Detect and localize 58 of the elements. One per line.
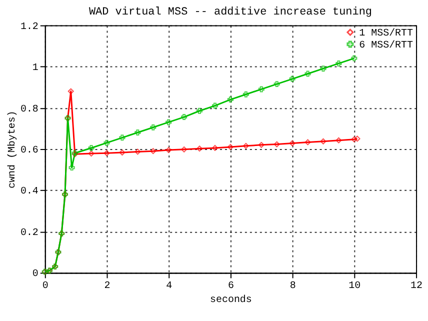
point bbox=[150, 148, 156, 154]
point bbox=[119, 134, 126, 141]
y-tick-label: 0 bbox=[32, 268, 38, 280]
y-tick-label: 1 bbox=[32, 62, 38, 74]
point bbox=[227, 96, 234, 103]
point bbox=[196, 146, 203, 152]
point bbox=[166, 119, 172, 126]
point bbox=[134, 130, 141, 136]
point bbox=[68, 88, 74, 94]
point bbox=[304, 70, 311, 77]
point bbox=[274, 81, 280, 88]
point bbox=[320, 138, 326, 144]
point bbox=[351, 55, 358, 62]
y-axis-title: cwnd (Mbytes) bbox=[6, 110, 18, 188]
point bbox=[336, 137, 342, 144]
x-tick-label: 4 bbox=[166, 280, 172, 292]
point bbox=[150, 124, 156, 130]
point bbox=[212, 102, 218, 109]
x-tick-label: 2 bbox=[104, 280, 110, 292]
point bbox=[336, 60, 342, 66]
y-tick-label: 0.2 bbox=[20, 226, 38, 238]
y-tick-label: 0.8 bbox=[20, 103, 38, 114]
point bbox=[258, 142, 264, 148]
point bbox=[104, 140, 110, 146]
point bbox=[181, 114, 188, 120]
y-tick-label: 0.6 bbox=[20, 144, 38, 156]
point bbox=[274, 141, 280, 148]
x-tick-label: 8 bbox=[290, 280, 296, 292]
point bbox=[354, 136, 360, 142]
x-axis-title: seconds bbox=[210, 294, 252, 306]
point bbox=[258, 86, 264, 92]
point bbox=[227, 144, 234, 150]
point bbox=[351, 136, 358, 142]
chart-title: WAD virtual MSS -- additive increase tuning bbox=[88, 6, 372, 18]
y-tick-label: 0.4 bbox=[20, 186, 38, 197]
point bbox=[134, 148, 141, 155]
point bbox=[196, 108, 203, 114]
point bbox=[242, 91, 249, 98]
point bbox=[289, 76, 296, 82]
x-tick-label: 10 bbox=[348, 280, 361, 292]
point bbox=[88, 144, 94, 151]
point bbox=[104, 150, 110, 156]
point bbox=[320, 66, 326, 72]
legend-label: 6 MSS/RTT bbox=[359, 39, 414, 50]
point bbox=[181, 146, 188, 152]
x-tick-label: 6 bbox=[228, 280, 234, 292]
point bbox=[88, 150, 94, 157]
point bbox=[212, 144, 218, 151]
point bbox=[166, 147, 172, 154]
point bbox=[119, 150, 126, 156]
legend-label: 1 MSS/RTT bbox=[359, 27, 414, 38]
point bbox=[304, 139, 311, 146]
point bbox=[289, 140, 296, 146]
x-tick-label: 0 bbox=[42, 280, 48, 292]
x-tick-label: 12 bbox=[410, 280, 423, 292]
y-tick-label: 1.2 bbox=[20, 20, 38, 32]
point bbox=[242, 142, 249, 149]
point bbox=[68, 164, 75, 171]
